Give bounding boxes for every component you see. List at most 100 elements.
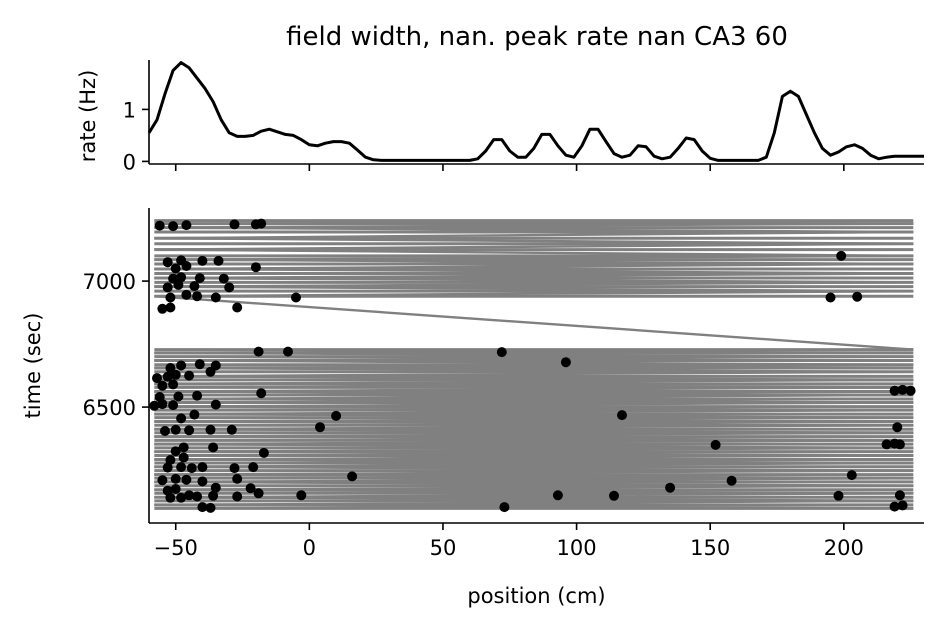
spike-point xyxy=(154,392,165,402)
raster-panel: 6500 7000 −50 0 50 100 150 200 time (sec) posit… xyxy=(21,208,924,608)
spike-point xyxy=(226,424,237,435)
spike-point xyxy=(232,302,243,313)
spike-point xyxy=(168,400,179,411)
spike-point xyxy=(258,447,269,458)
spike-point xyxy=(205,424,216,435)
spike-point xyxy=(726,475,737,486)
spike-point xyxy=(162,282,173,293)
spike-point xyxy=(170,263,181,274)
spike-point xyxy=(176,255,187,266)
spike-point xyxy=(210,399,221,410)
spike-point xyxy=(192,491,203,502)
raster-x-label: position (cm) xyxy=(467,584,605,608)
spike-point xyxy=(176,272,187,283)
spike-point xyxy=(496,347,507,358)
spike-point xyxy=(160,426,170,436)
spike-point xyxy=(178,452,189,463)
spike-point xyxy=(892,422,903,433)
spike-point xyxy=(825,292,836,303)
spike-point xyxy=(178,442,189,453)
spike-point xyxy=(170,484,181,494)
spike-point xyxy=(552,490,563,501)
trajectory-turn xyxy=(154,295,914,351)
rate-ticks: 01 xyxy=(123,98,845,174)
spike-point xyxy=(250,262,261,273)
spike-point xyxy=(617,410,627,421)
spike-point xyxy=(173,391,184,402)
spike-point xyxy=(162,371,173,382)
spike-point xyxy=(609,490,619,501)
spike-point xyxy=(157,303,168,314)
spike-point xyxy=(181,289,192,300)
spike-point xyxy=(152,373,162,384)
trajectory-lines xyxy=(154,219,914,510)
spike-point xyxy=(184,425,195,436)
spike-point xyxy=(253,346,264,357)
spike-point xyxy=(168,273,179,284)
spike-point xyxy=(897,500,908,511)
spike-point xyxy=(905,385,916,396)
spike-point xyxy=(157,380,168,391)
spike-point xyxy=(168,379,179,390)
spike-point xyxy=(197,255,208,266)
spike-point xyxy=(229,463,240,474)
spike-point xyxy=(205,502,216,513)
figure-title: field width, nan. peak rate nan CA3 60 xyxy=(286,22,788,52)
spike-point xyxy=(154,220,165,231)
spike-point xyxy=(846,470,857,481)
spike-point xyxy=(162,485,173,496)
spike-point xyxy=(197,462,208,473)
spike-point xyxy=(181,220,192,231)
spike-point xyxy=(210,482,221,493)
rate-y-tick-label: 0 xyxy=(123,150,136,174)
spike-point xyxy=(165,292,176,303)
spike-point xyxy=(192,291,203,302)
spike-point xyxy=(894,439,905,450)
spike-point xyxy=(194,359,205,370)
spike-point xyxy=(210,292,221,303)
spike-point xyxy=(560,357,571,368)
spike-point xyxy=(229,219,240,230)
spike-point xyxy=(157,475,168,486)
spike-point xyxy=(149,400,160,411)
spike-point xyxy=(499,502,510,513)
spike-point xyxy=(248,462,259,473)
spike-point xyxy=(184,490,195,501)
spike-point xyxy=(197,476,208,487)
spike-point xyxy=(889,385,900,396)
spike-point xyxy=(836,250,847,261)
spike-point xyxy=(165,455,176,465)
spike-point xyxy=(710,439,721,450)
spike-point xyxy=(189,409,200,420)
raster-x-tick-label: −50 xyxy=(154,536,198,560)
spike-point xyxy=(232,491,243,502)
spike-point xyxy=(665,482,676,493)
spike-point xyxy=(162,257,173,268)
spike-point xyxy=(852,291,863,302)
spike-point xyxy=(894,490,905,501)
raster-ticks: 6500 7000 −50 0 50 100 150 200 xyxy=(83,270,864,560)
rate-y-label: rate (Hz) xyxy=(76,70,100,163)
spike-point xyxy=(889,501,900,512)
spike-point xyxy=(176,360,187,371)
spike-point xyxy=(296,490,307,501)
spike-point xyxy=(186,463,197,474)
rate-y-tick-label: 1 xyxy=(123,98,136,122)
spike-point xyxy=(833,490,844,501)
spike-point xyxy=(176,462,187,473)
raster-y-tick-label: 7000 xyxy=(83,270,136,294)
spike-point xyxy=(208,442,219,453)
spike-point xyxy=(256,218,267,229)
spike-point xyxy=(165,302,176,313)
raster-x-tick-label: 200 xyxy=(824,536,864,560)
raster-y-tick-label: 6500 xyxy=(83,396,136,420)
spike-point xyxy=(184,370,195,381)
spike-point xyxy=(189,281,200,292)
rate-panel: 01 rate (Hz) xyxy=(76,60,924,174)
spike-point xyxy=(331,410,342,421)
rate-line xyxy=(147,61,924,162)
spike-point xyxy=(168,221,179,232)
spike-point xyxy=(170,424,181,435)
spike-point xyxy=(165,363,176,373)
